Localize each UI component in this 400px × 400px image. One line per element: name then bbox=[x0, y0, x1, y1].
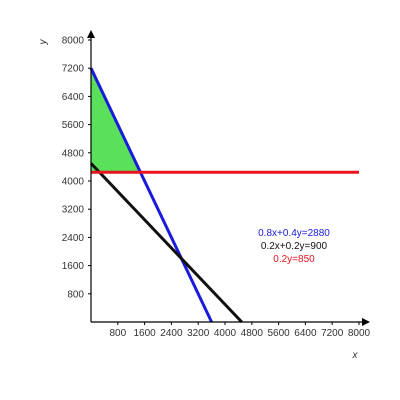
y-tick-label: 4800 bbox=[62, 148, 85, 159]
y-tick-label: 8000 bbox=[62, 36, 85, 47]
x-axis-title: x bbox=[352, 350, 359, 361]
x-tick-label: 6400 bbox=[294, 328, 317, 339]
x-tick-label: 4800 bbox=[241, 328, 264, 339]
x-tick-label: 4000 bbox=[214, 328, 237, 339]
x-tick-label: 2400 bbox=[160, 328, 183, 339]
x-tick-label: 8000 bbox=[348, 328, 371, 339]
x-axis-arrow bbox=[362, 318, 370, 326]
y-tick-label: 3200 bbox=[62, 205, 85, 216]
legend-entry-constraint-2: 0.2x+0.2y=900 bbox=[261, 241, 328, 252]
constraint-line-1 bbox=[89, 67, 213, 323]
y-axis-title: y bbox=[38, 39, 49, 46]
x-tick-label: 7200 bbox=[321, 328, 344, 339]
y-tick-label: 800 bbox=[67, 289, 84, 300]
y-tick-label: 6400 bbox=[62, 92, 85, 103]
y-tick-label: 5600 bbox=[62, 120, 85, 131]
y-tick-label: 1600 bbox=[62, 261, 85, 272]
legend-entry-constraint-3: 0.2y=850 bbox=[273, 254, 315, 265]
constraint-line-2 bbox=[89, 162, 243, 324]
x-tick-label: 5600 bbox=[267, 328, 290, 339]
y-tick-label: 2400 bbox=[62, 233, 85, 244]
x-tick-label: 800 bbox=[109, 328, 126, 339]
y-tick-label: 4000 bbox=[62, 177, 85, 188]
legend-entry-constraint-1: 0.8x+0.4y=2880 bbox=[258, 228, 330, 239]
x-tick-label: 3200 bbox=[187, 328, 210, 339]
y-tick-label: 7200 bbox=[62, 64, 85, 75]
y-axis-arrow bbox=[87, 30, 95, 38]
x-tick-label: 1600 bbox=[133, 328, 156, 339]
